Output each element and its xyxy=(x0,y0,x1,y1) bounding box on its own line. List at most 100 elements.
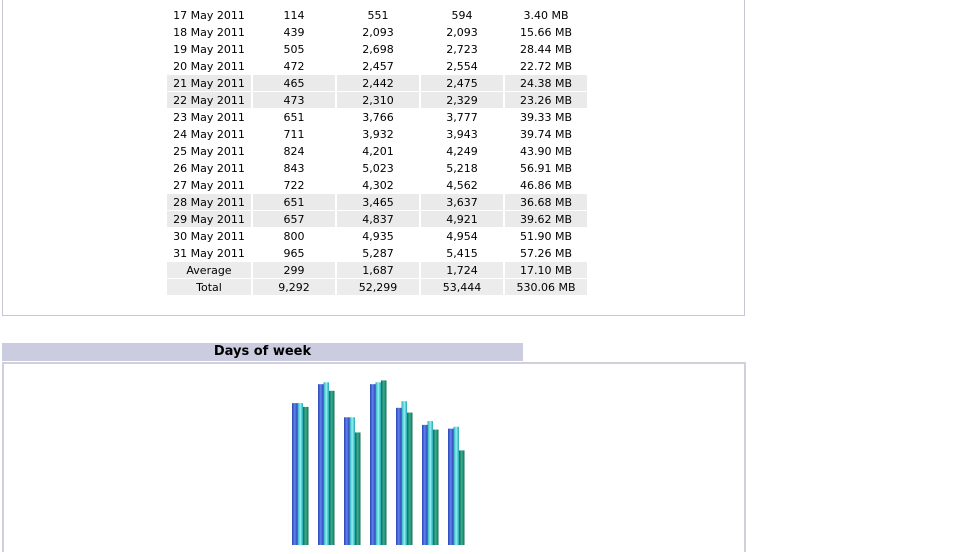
table-cell: 17.10 MB xyxy=(505,262,587,278)
table-cell: 22.72 MB xyxy=(519,59,573,73)
table-cell: 4,562 xyxy=(446,178,478,192)
table-cell: 31 May 2011 xyxy=(173,246,245,260)
table-row: 22 May 2011 473 2,310 2,329 23.26 MB xyxy=(167,92,587,108)
table-row: 30 May 2011 800 4,935 4,954 51.90 MB xyxy=(167,228,587,244)
table-cell: 3,777 xyxy=(446,110,478,124)
table-cell: 39.62 MB xyxy=(505,211,587,227)
chart-bar xyxy=(381,380,387,545)
chart-bar xyxy=(344,417,350,545)
table-cell: 52,299 xyxy=(337,279,419,295)
table-cell: 43.90 MB xyxy=(519,144,573,158)
table-cell: 51.90 MB xyxy=(519,229,573,243)
table-cell: 439 xyxy=(283,25,305,39)
table-cell: 472 xyxy=(283,59,305,73)
table-cell: 5,287 xyxy=(362,246,394,260)
table-cell: 2,310 xyxy=(337,92,419,108)
table-cell: 1,724 xyxy=(421,262,503,278)
table-cell: 26 May 2011 xyxy=(173,161,245,175)
table-cell: 2,093 xyxy=(446,25,478,39)
table-cell: 5,218 xyxy=(446,161,478,175)
table-cell: 4,935 xyxy=(362,229,394,243)
chart-bar xyxy=(422,424,428,545)
table-cell: 22 May 2011 xyxy=(167,92,251,108)
table-cell: 965 xyxy=(283,246,305,260)
table-cell: 843 xyxy=(283,161,305,175)
chart-bar xyxy=(329,390,335,545)
table-cell: 722 xyxy=(283,178,305,192)
table-cell: 3,637 xyxy=(421,194,503,210)
table-cell: 27 May 2011 xyxy=(173,178,245,192)
chart-bar xyxy=(349,417,355,545)
chart-bar xyxy=(407,412,413,545)
table-cell: 18 May 2011 xyxy=(173,25,245,39)
table-cell: 23 May 2011 xyxy=(173,110,245,124)
table-row: 19 May 2011 505 2,698 2,723 28.44 MB xyxy=(167,41,587,57)
table-cell: 57.26 MB xyxy=(519,246,573,260)
table-cell: 19 May 2011 xyxy=(173,42,245,56)
table-cell: 53,444 xyxy=(421,279,503,295)
table-cell: 2,475 xyxy=(421,75,503,91)
table-cell: 651 xyxy=(283,110,305,124)
table-row: 18 May 2011 439 2,093 2,093 15.66 MB xyxy=(167,24,587,40)
table-cell: 30 May 2011 xyxy=(173,229,245,243)
table-cell: 5,023 xyxy=(362,161,394,175)
table-cell: 2,093 xyxy=(362,25,394,39)
table-cell: 114 xyxy=(283,8,305,22)
table-row: Total 9,292 52,299 53,444 530.06 MB xyxy=(167,279,587,295)
table-cell: 23.26 MB xyxy=(505,92,587,108)
table-cell: Total xyxy=(167,279,251,295)
table-cell: 4,921 xyxy=(421,211,503,227)
chart-bar xyxy=(292,403,298,545)
table-cell: 4,201 xyxy=(362,144,394,158)
days-of-week-panel xyxy=(2,362,746,552)
table-cell: 530.06 MB xyxy=(505,279,587,295)
table-cell: 24.38 MB xyxy=(505,75,587,91)
table-cell: 20 May 2011 xyxy=(173,59,245,73)
table-cell: 25 May 2011 xyxy=(173,144,245,158)
chart-bar xyxy=(375,382,381,545)
chart-bar xyxy=(401,401,407,545)
table-cell: 299 xyxy=(253,262,335,278)
table-row: 28 May 2011 651 3,465 3,637 36.68 MB xyxy=(167,194,587,210)
table-cell: 3,932 xyxy=(362,127,394,141)
table-cell: 39.74 MB xyxy=(519,127,573,141)
table-cell: 2,723 xyxy=(446,42,478,56)
chart-bar xyxy=(459,450,465,545)
table-cell: 2,442 xyxy=(337,75,419,91)
table-cell: 3,766 xyxy=(362,110,394,124)
chart-bar xyxy=(427,421,433,545)
days-of-week-header: Days of week xyxy=(2,343,523,361)
table-cell: 711 xyxy=(283,127,305,141)
table-cell: 39.33 MB xyxy=(519,110,573,124)
table-row: 26 May 2011 843 5,023 5,218 56.91 MB xyxy=(167,160,587,176)
table-cell: 1,687 xyxy=(337,262,419,278)
table-cell: 4,249 xyxy=(446,144,478,158)
chart-bar xyxy=(323,382,329,545)
table-row: Average 299 1,687 1,724 17.10 MB xyxy=(167,262,587,278)
table-cell: 17 May 2011 xyxy=(173,8,245,22)
table-row: 29 May 2011 657 4,837 4,921 39.62 MB xyxy=(167,211,587,227)
table-cell: 15.66 MB xyxy=(519,25,573,39)
chart-bar xyxy=(370,384,376,545)
table-cell: 46.86 MB xyxy=(519,178,573,192)
chart-bar xyxy=(318,384,324,545)
table-cell: 28 May 2011 xyxy=(167,194,251,210)
table-cell: 473 xyxy=(253,92,335,108)
table-cell: 28.44 MB xyxy=(519,42,573,56)
chart-bar xyxy=(453,426,459,545)
table-cell: 2,554 xyxy=(446,59,478,73)
chart-bar xyxy=(448,428,454,545)
chart-bar xyxy=(297,403,303,545)
table-cell: 824 xyxy=(283,144,305,158)
table-cell: 2,698 xyxy=(362,42,394,56)
table-cell: 56.91 MB xyxy=(519,161,573,175)
table-cell: 2,457 xyxy=(362,59,394,73)
table-cell: 5,415 xyxy=(446,246,478,260)
table-cell: 465 xyxy=(253,75,335,91)
table-cell: 36.68 MB xyxy=(505,194,587,210)
table-cell: 657 xyxy=(253,211,335,227)
chart-bar xyxy=(303,406,309,545)
table-cell: 2,329 xyxy=(421,92,503,108)
table-cell: 21 May 2011 xyxy=(167,75,251,91)
table-cell: 24 May 2011 xyxy=(173,127,245,141)
